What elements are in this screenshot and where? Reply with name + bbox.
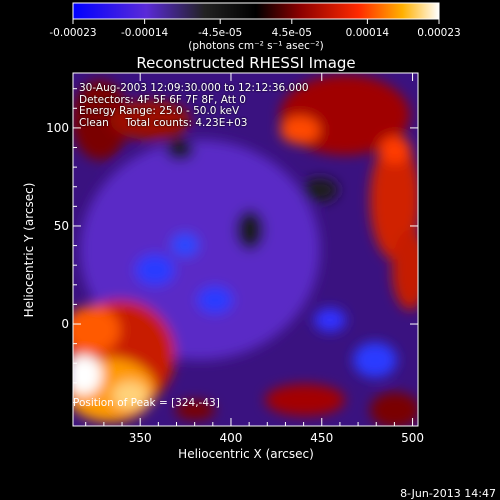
peak-position-text: Position of Peak = [324,-43]: [73, 397, 220, 409]
energy-range-text: Energy Range: 25.0 - 50.0 keV: [79, 105, 240, 117]
detectors-text: Detectors: 4F 5F 6F 7F 8F, Att 0: [79, 93, 246, 106]
axes: 350 400 450 500 0 50 100: [46, 73, 424, 445]
time-range-text: 30-Aug-2003 12:09:30.000 to 12:12:36.000: [79, 82, 309, 94]
y-tick-label: 100: [46, 121, 69, 135]
date-stamp: 8-Jun-2013 14:47: [400, 487, 496, 500]
y-tick-label: 0: [61, 317, 69, 331]
colorbar-tick-label: -0.00023: [49, 27, 96, 39]
chart-title: Reconstructed RHESSI Image: [136, 54, 355, 72]
colorbar-tick-label: 4.5e-05: [272, 27, 312, 39]
colorbar-tick-label: 0.00014: [346, 27, 390, 39]
x-tick-label: 450: [310, 431, 333, 445]
x-tick-label: 400: [220, 431, 243, 445]
colorbar-tick-label: -0.00014: [121, 27, 169, 39]
colorbar: -0.00023 -0.00014 -4.5e-05 4.5e-05 0.00014 0.…: [49, 2, 461, 52]
clean-counts-text: Clean Total counts: 4.23E+03: [79, 116, 248, 129]
y-tick-label: 50: [54, 219, 69, 233]
colorbar-gradient: [72, 2, 440, 20]
colorbar-tick-label: -4.5e-05: [198, 27, 242, 39]
x-axis-label: Heliocentric X (arcsec): [178, 447, 314, 461]
x-tick-label: 350: [129, 431, 152, 445]
heatmap-image: [73, 73, 418, 426]
x-tick-label: 500: [401, 431, 424, 445]
colorbar-tick-label: 0.00023: [417, 27, 460, 39]
colorbar-units: (photons cm⁻² s⁻¹ asec⁻²): [188, 40, 323, 52]
y-axis-label: Heliocentric Y (arcsec): [22, 183, 36, 318]
observation-info: 30-Aug-2003 12:09:30.000 to 12:12:36.000…: [79, 82, 309, 129]
